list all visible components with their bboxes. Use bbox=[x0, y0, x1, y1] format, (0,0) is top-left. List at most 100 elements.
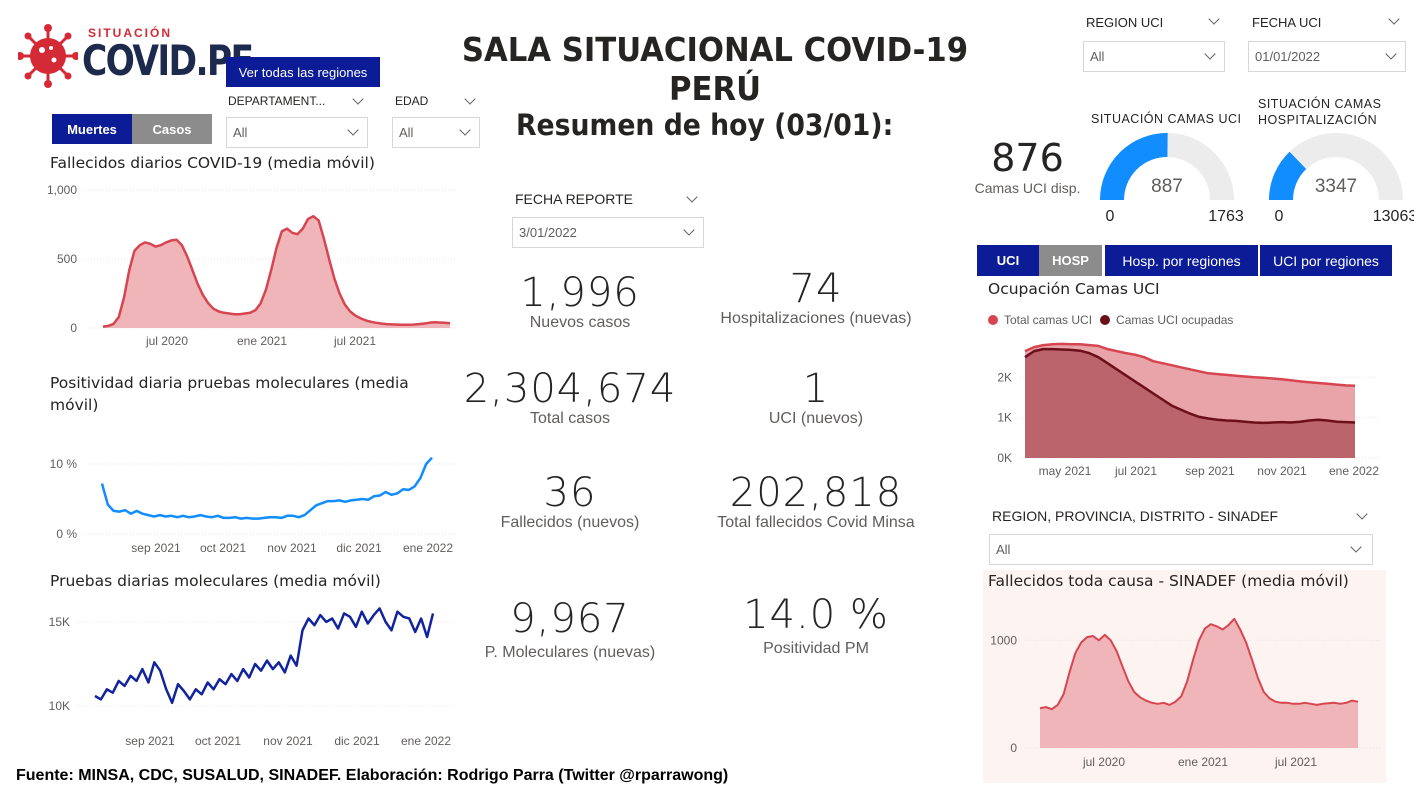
kpi-label: Hospitalizaciones (nuevas) bbox=[720, 310, 912, 327]
kpi-value: 36 bbox=[543, 470, 597, 516]
kpi-total-casos: 2,304,674 Total casos bbox=[450, 366, 690, 428]
tab-muertes[interactable]: Muertes bbox=[52, 114, 132, 144]
chart-fallecidos[interactable]: 0 500 1,000 jul 2020 ene 2021 jul 2021 bbox=[40, 175, 460, 370]
region-uci-select[interactable]: All bbox=[1083, 41, 1225, 72]
gauge-min-label: 0 bbox=[1275, 208, 1284, 225]
kpi-label: Total fallecidos Covid Minsa bbox=[717, 514, 915, 531]
kpi-hospitalizaciones: 74 Hospitalizaciones (nuevas) bbox=[700, 266, 932, 328]
fecha-reporte-value: 3/01/2022 bbox=[519, 225, 577, 240]
chevron-down-icon bbox=[1350, 541, 1362, 553]
legend: Total camas UCI Camas UCI ocupadas bbox=[988, 313, 1233, 327]
legend-dot-ocupadas bbox=[1100, 315, 1111, 325]
region-sinadef-select[interactable]: All bbox=[989, 534, 1373, 565]
x-tick-label: ene 2022 bbox=[403, 541, 453, 555]
y-tick-label: 1,000 bbox=[47, 183, 77, 197]
kpi-label: Positividad PM bbox=[763, 640, 869, 657]
departamento-select[interactable]: All bbox=[226, 117, 368, 148]
gauge-uci[interactable]: 887 0 1763 bbox=[1095, 130, 1245, 230]
chevron-down-icon bbox=[347, 124, 359, 136]
hosp-por-regiones-button[interactable]: Hosp. por regiones bbox=[1105, 245, 1258, 276]
edad-label: EDAD bbox=[395, 94, 429, 108]
chevron-down-icon[interactable] bbox=[1208, 13, 1220, 25]
legend-ocupadas-label: Camas UCI ocupadas bbox=[1116, 313, 1234, 327]
edad-select[interactable]: All bbox=[392, 117, 480, 148]
chart-positividad[interactable]: 0 % 10 % sep 2021 oct 2021 nov 2021 dic 2021 e… bbox=[40, 440, 470, 560]
fecha-reporte-select[interactable]: 3/01/2022 bbox=[512, 217, 704, 248]
x-tick-label: may 2021 bbox=[1039, 464, 1092, 478]
y-tick-label: 1000 bbox=[990, 633, 1017, 647]
chart-ocupacion-uci[interactable]: 0K 1K 2K may 2021 jul 2021 sep 2021 nov 2021 en… bbox=[975, 332, 1395, 482]
legend-total-label: Total camas UCI bbox=[1004, 313, 1093, 327]
gauge-min-label: 0 bbox=[1106, 208, 1115, 225]
kpi-value: 14.0 % bbox=[743, 592, 889, 638]
kpi-label: P. Moleculares (nuevas) bbox=[484, 644, 656, 661]
fecha-uci-select[interactable]: 01/01/2022 bbox=[1248, 41, 1406, 72]
kpi-value: 1,996 bbox=[520, 270, 640, 316]
legend-dot-total bbox=[988, 315, 998, 325]
summary-title: Resumen de hoy (03/01): bbox=[516, 108, 894, 142]
series-area bbox=[1040, 618, 1358, 748]
uci-por-regiones-button[interactable]: UCI por regiones bbox=[1259, 245, 1392, 276]
series-line bbox=[1024, 347, 1356, 425]
kpi-label: Nuevos casos bbox=[529, 314, 631, 331]
y-tick-label: 1K bbox=[997, 411, 1012, 425]
y-tick-label: 0 bbox=[1010, 741, 1017, 755]
footer-source: Fuente: MINSA, CDC, SUSALUD, SINADEF. El… bbox=[16, 767, 729, 784]
x-tick-label: dic 2021 bbox=[334, 734, 380, 748]
chevron-down-icon bbox=[459, 124, 471, 136]
x-tick-label: dic 2021 bbox=[336, 541, 382, 555]
chevron-down-icon[interactable] bbox=[1356, 508, 1368, 520]
chart-pruebas[interactable]: 10K 15K sep 2021 oct 2021 nov 2021 dic 2021 en… bbox=[40, 595, 470, 755]
departamento-value: All bbox=[233, 125, 248, 140]
departamento-label: DEPARTAMENT... bbox=[228, 94, 326, 108]
gauge-hosp[interactable]: 3347 0 13063 bbox=[1264, 130, 1414, 230]
x-tick-label: nov 2021 bbox=[267, 541, 317, 555]
gauge-hosp-title: SITUACIÓN CAMAS HOSPITALIZACIÓN bbox=[1258, 96, 1382, 128]
kpi-value: 2,304,674 bbox=[463, 366, 677, 412]
gauge-fill bbox=[1100, 133, 1168, 201]
logo: SITUACIÓN COVID.PE bbox=[18, 16, 254, 88]
virus-icon bbox=[18, 24, 78, 88]
chart-title-sinadef: Fallecidos toda causa - SINADEF (media m… bbox=[988, 572, 1349, 590]
tab-hosp[interactable]: HOSP bbox=[1039, 245, 1102, 276]
y-tick-label: 500 bbox=[57, 252, 77, 266]
gauge-value-label: 3347 bbox=[1315, 176, 1357, 197]
kpi-value: 1 bbox=[802, 366, 830, 412]
chart-sinadef[interactable]: 0 1000 jul 2020 ene 2021 jul 2021 bbox=[985, 598, 1385, 778]
chevron-down-icon bbox=[1204, 48, 1216, 60]
x-tick-label: jul 2020 bbox=[145, 334, 188, 348]
tab-uci[interactable]: UCI bbox=[977, 245, 1039, 276]
y-tick-label: 10K bbox=[49, 699, 70, 713]
fecha-reporte-label: FECHA REPORTE bbox=[515, 191, 633, 207]
kpi-total-fallecidos: 202,818 Total fallecidos Covid Minsa bbox=[700, 470, 932, 532]
chevron-down-icon[interactable] bbox=[352, 93, 364, 105]
chart-title-ocupacion-uci: Ocupación Camas UCI bbox=[988, 280, 1160, 298]
gauge-max-label: 1763 bbox=[1208, 208, 1244, 225]
uci-card: 876 Camas UCI disp. bbox=[965, 136, 1090, 196]
gauge-fill bbox=[1269, 151, 1307, 201]
chevron-down-icon[interactable] bbox=[686, 191, 698, 203]
kpi-label: Fallecidos (nuevos) bbox=[500, 514, 640, 531]
x-tick-label: ene 2021 bbox=[237, 334, 287, 348]
x-tick-label: jul 2021 bbox=[1274, 755, 1317, 769]
gauge-max-label: 13063 bbox=[1373, 208, 1414, 225]
page-title: SALA SITUACIONAL COVID-19 PERÚ bbox=[461, 30, 969, 108]
uci-card-label: Camas UCI disp. bbox=[974, 180, 1081, 196]
series-area bbox=[1025, 349, 1355, 458]
gauge-hosp-title-line2: HOSPITALIZACIÓN bbox=[1258, 113, 1378, 127]
kpi-value: 74 bbox=[789, 266, 843, 312]
tab-casos[interactable]: Casos bbox=[132, 114, 212, 144]
kpi-nuevos-casos: 1,996 Nuevos casos bbox=[470, 270, 690, 332]
series-line bbox=[102, 214, 451, 328]
gauge-uci-title: SITUACIÓN CAMAS UCI bbox=[1091, 112, 1242, 126]
series-line bbox=[100, 456, 433, 520]
gauge-hosp-title-line1: SITUACIÓN CAMAS bbox=[1258, 97, 1382, 111]
chart-title-fallecidos: Fallecidos diarios COVID-19 (media móvil… bbox=[50, 154, 375, 172]
x-tick-label: sep 2021 bbox=[125, 734, 175, 748]
kpi-fallecidos-nuevos: 36 Fallecidos (nuevos) bbox=[460, 470, 680, 532]
kpi-value: 9,967 bbox=[510, 596, 630, 642]
see-all-regions-button[interactable]: Ver todas las regiones bbox=[226, 57, 380, 87]
chevron-down-icon[interactable] bbox=[1388, 13, 1400, 25]
x-tick-label: ene 2022 bbox=[401, 734, 451, 748]
gauge-value-label: 887 bbox=[1151, 176, 1183, 197]
